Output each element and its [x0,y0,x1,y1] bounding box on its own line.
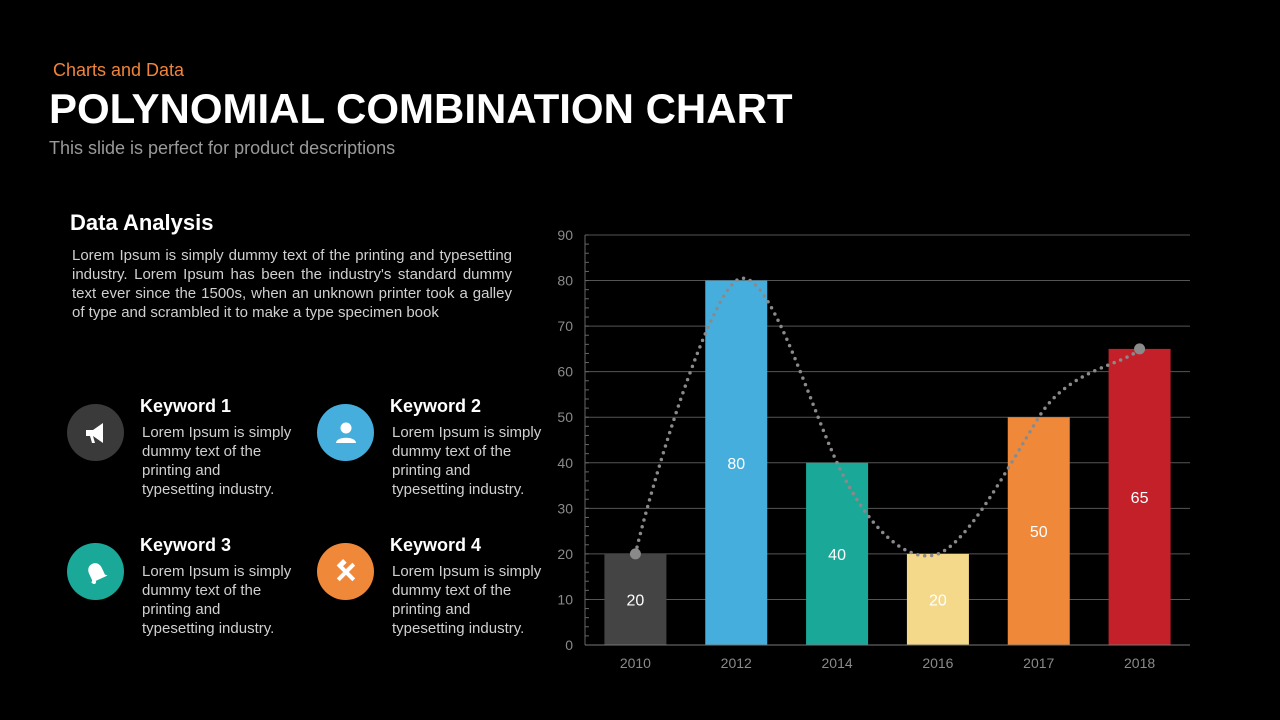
y-tick-label: 80 [557,273,573,289]
x-tick-label: 2017 [1023,655,1054,671]
analysis-body: Lorem Ipsum is simply dummy text of the … [72,247,512,321]
keyword-item: Keyword 1 Lorem Ipsum is simply dummy te… [67,396,297,514]
bar-2017 [1007,417,1070,645]
y-tick-label: 10 [557,591,573,607]
bar-chart: 0 10 20 30 40 50 60 70 80 90 20 2010 80 2012 40 2014 20 2… [557,227,1190,671]
x-tick-label: 2016 [922,655,953,671]
data-label: 20 [929,592,947,609]
data-label: 80 [727,456,745,473]
bar-2018 [1108,348,1171,645]
user-icon [317,404,374,461]
y-tick-label: 90 [557,227,573,243]
keyword-title: Keyword 3 [140,535,232,555]
keyword-item: Keyword 2 Lorem Ipsum is simply dummy te… [317,396,547,514]
keyword-text: Lorem Ipsum is simply dummy text of the … [142,424,292,498]
bell-icon [67,543,124,600]
y-tick-label: 70 [557,318,573,334]
keyword-item: Keyword 4 Lorem Ipsum is simply dummy te… [317,535,547,653]
trendline-end-marker [1134,343,1146,355]
tools-icon [317,543,374,600]
data-label: 50 [1030,524,1048,541]
bar-2014 [806,462,869,645]
bar-2010 [604,553,667,645]
bar-2016 [906,553,969,645]
x-tick-label: 2012 [721,655,752,671]
x-tick-label: 2014 [822,655,853,671]
bar-2012 [705,280,768,645]
y-tick-label: 60 [557,364,573,380]
data-label: 20 [627,592,645,609]
y-tick-label: 40 [557,455,573,471]
keyword-title: Keyword 1 [140,396,232,416]
analysis-heading: Data Analysis [70,210,214,235]
x-tick-label: 2010 [620,655,651,671]
trendline-start-marker [629,548,641,560]
trendline [633,276,1142,558]
y-tick-label: 0 [565,637,573,653]
section-kicker: Charts and Data [53,60,185,80]
keyword-text: Lorem Ipsum is simply dummy text of the … [392,424,542,498]
data-label: 40 [828,547,846,564]
keyword-text: Lorem Ipsum is simply dummy text of the … [142,563,292,637]
data-label: 65 [1131,490,1149,507]
x-tick-label: 2018 [1124,655,1155,671]
keyword-item: Keyword 3 Lorem Ipsum is simply dummy te… [67,535,297,653]
page-title: POLYNOMIAL COMBINATION CHART [49,85,793,132]
keyword-title: Keyword 2 [390,396,482,416]
keyword-title: Keyword 4 [390,535,482,555]
y-tick-label: 20 [557,546,573,562]
keyword-text: Lorem Ipsum is simply dummy text of the … [392,563,542,637]
page-subtitle: This slide is perfect for product descri… [49,138,396,158]
megaphone-icon [67,404,124,461]
y-tick-label: 30 [557,500,573,516]
y-tick-label: 50 [557,409,573,425]
